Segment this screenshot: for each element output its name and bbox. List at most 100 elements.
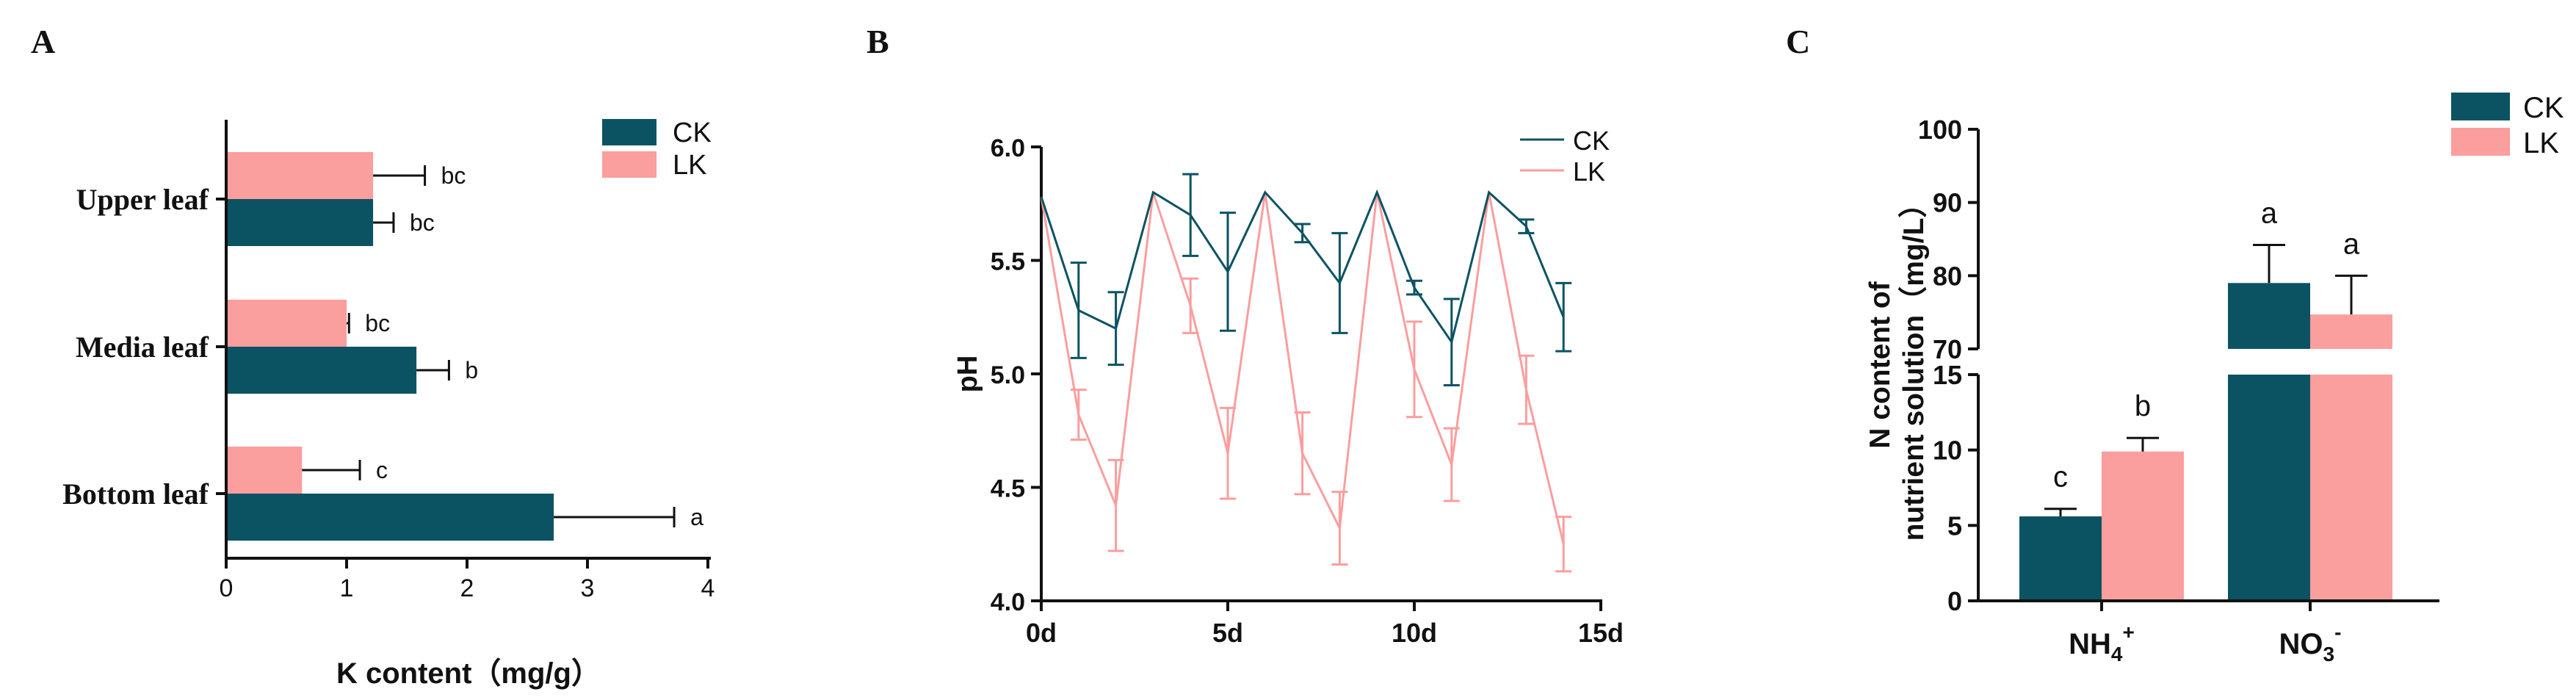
panel-c-significance-letter: c xyxy=(2053,461,2068,494)
panel-c-bar-ck-upper xyxy=(2228,283,2310,349)
panel-a-bar-ck xyxy=(228,199,374,246)
panel-c-significance-letter: a xyxy=(2261,197,2278,229)
panel-a-significance-letter: bc xyxy=(410,209,435,236)
panel-b-x-tick-label: 10d xyxy=(1392,618,1437,648)
panel-c-bar-ck-lower xyxy=(2228,375,2310,599)
panel-b-error-bar-lk xyxy=(1443,427,1460,502)
panel-c-bar-lk-upper xyxy=(2310,314,2392,349)
panel-b-y-tick-label: 5.0 xyxy=(991,361,1025,389)
panel-a-legend-swatch-ck xyxy=(602,119,656,145)
panel-b-error-bar-ck xyxy=(1443,297,1460,386)
panel-c-error-bar xyxy=(2127,436,2159,452)
panel-a-error-bar xyxy=(302,460,361,480)
panel-b-error-bar-ck xyxy=(1220,212,1236,332)
panel-b-y-tick-label: 4.5 xyxy=(991,475,1025,503)
panel-b-error-bar-ck xyxy=(1107,291,1124,367)
panel-b-error-bar-lk xyxy=(1220,406,1236,500)
panel-a-significance-letter: a xyxy=(690,504,703,530)
panel-a-category-label: Bottom leaf xyxy=(62,477,209,510)
panel-b-error-bar-ck xyxy=(1518,218,1535,234)
panel-a-significance-letter: bc xyxy=(365,310,390,336)
panel-b-legend-label: CK xyxy=(1573,126,1610,156)
panel-c-y-tick-label: 100 xyxy=(1918,115,1962,145)
panel-a-legend-label: CK xyxy=(673,118,712,148)
panel-a-legend-swatch-lk xyxy=(602,151,656,178)
panel-a-x-axis-title: K content（mg/g） xyxy=(336,657,601,690)
panel-b-error-bar-lk xyxy=(1182,277,1199,334)
panel-letter-c: C xyxy=(1786,23,1810,60)
panel-a-bar-ck xyxy=(228,347,417,394)
panel-a-x-tick-label: 2 xyxy=(460,574,474,602)
panel-a-x-tick-label: 4 xyxy=(701,574,715,602)
panel-b-error-bar-ck xyxy=(1331,231,1348,334)
panel-a-error-bar xyxy=(554,507,676,527)
panel-letter-b: B xyxy=(866,23,889,60)
panel-a-significance-letter: b xyxy=(465,357,478,383)
panel-c-legend-label: CK xyxy=(2523,92,2564,124)
panel-c-legend-swatch-lk xyxy=(2451,128,2510,156)
panel-c-legend-label: LK xyxy=(2523,127,2559,159)
panel-b-y-tick-label: 4.0 xyxy=(991,588,1025,616)
panel-a-category-label: Upper leaf xyxy=(76,183,209,216)
panel-b-x-tick-label: 15d xyxy=(1578,618,1624,648)
panel-a-bar-ck xyxy=(228,494,554,541)
panel-a-bar-lk xyxy=(228,447,303,494)
panel-b-error-bar-lk xyxy=(1555,516,1572,573)
panel-a-x-tick-label: 0 xyxy=(220,574,234,602)
panel-b-error-bar-ck xyxy=(1070,261,1087,359)
panel-letter-a: A xyxy=(31,23,55,60)
panel-b-error-bar-lk xyxy=(1294,411,1311,496)
panel-c-y-tick-label: 15 xyxy=(1933,360,1962,390)
panel-b-error-bar-ck xyxy=(1406,279,1422,296)
panel-a-bar-lk xyxy=(228,300,347,347)
panel-b-error-bar-ck xyxy=(1294,223,1311,244)
panel-c-y-tick-label: 5 xyxy=(1947,510,1962,541)
panel-b-x-tick-label: 5d xyxy=(1212,618,1243,648)
panel-b-error-bar-lk xyxy=(1070,389,1087,441)
panel-b-error-bar-lk xyxy=(1406,320,1422,419)
panel-c-significance-letter: b xyxy=(2135,390,2151,422)
panel-c-error-bar xyxy=(2044,508,2077,517)
panel-c-y-tick-label: 10 xyxy=(1933,436,1962,466)
panel-c-bar-ck xyxy=(2019,516,2102,599)
panel-a-legend-label: LK xyxy=(673,150,706,181)
panel-b-error-bar-lk xyxy=(1331,491,1348,566)
panel-c-y-tick-label: 70 xyxy=(1933,334,1962,364)
panel-b-y-tick-label: 6.0 xyxy=(991,134,1025,162)
panel-b-y-axis-title: pH xyxy=(952,356,983,393)
panel-c-y-tick-label: 80 xyxy=(1933,261,1962,291)
x-category-nh4: NH4+ xyxy=(2069,621,2135,665)
panel-a-significance-letter: c xyxy=(376,457,388,483)
panel-c-bar-lk xyxy=(2102,451,2184,599)
panel-b-error-bar-ck xyxy=(1555,281,1572,353)
panel-b-error-bar-lk xyxy=(1107,458,1124,552)
panel-c-y-tick-label: 0 xyxy=(1947,586,1962,616)
panel-c-y-tick-label: 90 xyxy=(1933,188,1962,218)
panel-c-error-bar xyxy=(2253,243,2285,284)
panel-b-error-bar-ck xyxy=(1182,173,1199,257)
panel-a-error-bar xyxy=(416,360,450,380)
panel-a-x-tick-label: 3 xyxy=(581,574,595,602)
panel-c-legend-swatch-ck xyxy=(2451,93,2510,120)
panel-c-y-axis-title-line-1: N content ofnutrient solution（mg/L） xyxy=(1864,190,1930,541)
panel-c-x-categories: NH4+ NO3- xyxy=(2069,621,2341,665)
panel-a-bar-lk xyxy=(228,152,374,199)
panel-b-legend-label: LK xyxy=(1573,156,1605,187)
panel-b-error-bar-lk xyxy=(1518,354,1535,425)
panel-a-significance-letter: bc xyxy=(441,162,466,189)
panel-a-error-bar xyxy=(373,212,395,233)
panel-c-error-bar xyxy=(2335,274,2367,315)
panel-a-error-bar xyxy=(373,165,427,186)
panel-b-x-tick-label: 0d xyxy=(1026,618,1057,648)
panel-a-x-tick-label: 1 xyxy=(340,574,354,602)
panel-b-y-tick-label: 5.5 xyxy=(991,248,1025,276)
panel-c-significance-letter: a xyxy=(2343,228,2360,260)
panel-a-error-bar xyxy=(347,313,350,333)
panel-c-bar-lk-lower xyxy=(2310,375,2392,599)
panel-a-category-label: Media leaf xyxy=(76,331,209,364)
x-category-no3: NO3- xyxy=(2279,621,2342,665)
